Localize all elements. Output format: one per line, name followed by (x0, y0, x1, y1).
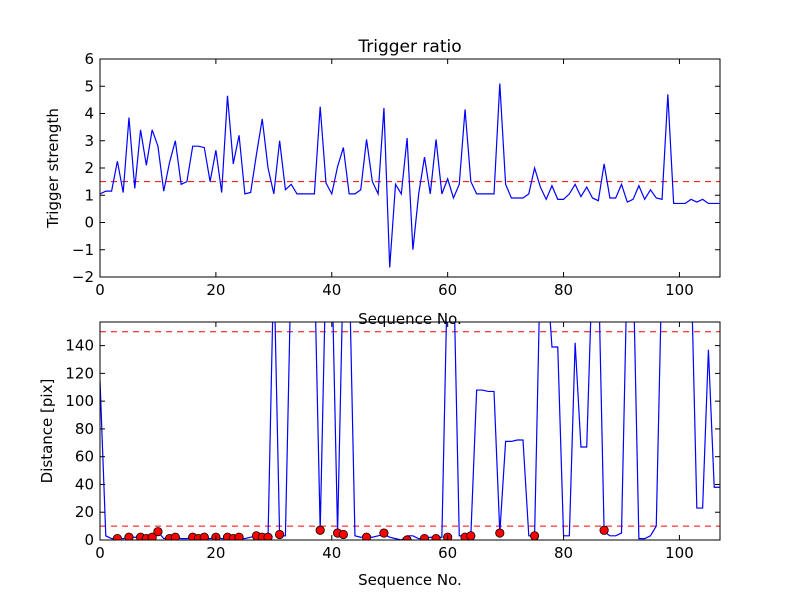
data-marker (124, 532, 134, 540)
y-tick-label: −2 (72, 268, 94, 286)
x-tick-label: 20 (206, 281, 225, 299)
x-tick-label: 0 (95, 281, 105, 299)
y-tick-label: 1 (84, 186, 94, 204)
trigger-ratio-chart: Trigger ratio 0 20 40 60 80 100 −2 −1 0 1 2 3 4 5 6 Se… (44, 37, 721, 328)
data-marker (361, 532, 372, 540)
data-marker (379, 528, 389, 538)
y-axis-label: Trigger strength (44, 108, 62, 229)
series-line (99, 83, 720, 268)
y-axis-label: Distance [pix] (38, 379, 56, 484)
x-tick-label: 20 (206, 544, 225, 562)
x-tick-label: 40 (322, 281, 341, 299)
x-tick-label: 100 (665, 281, 694, 299)
data-marker (112, 534, 122, 540)
x-axis-label: Sequence No. (358, 571, 462, 589)
data-marker (147, 532, 157, 540)
y-tick-label: 120 (65, 364, 94, 382)
y-tick-label: 5 (84, 77, 94, 95)
data-marker (419, 534, 430, 540)
x-tick-label: 40 (322, 544, 341, 562)
y-tick-label: 140 (65, 337, 94, 355)
x-tick-label: 80 (554, 281, 573, 299)
data-marker (234, 532, 244, 540)
x-tick-label: 0 (95, 544, 105, 562)
x-tick-label: 100 (665, 544, 694, 562)
data-marker (153, 527, 163, 537)
x-tick-label: 80 (554, 544, 573, 562)
x-tick-label: 60 (438, 281, 457, 299)
chart-title: Trigger ratio (357, 37, 461, 57)
data-marker (338, 529, 348, 540)
y-tick-label: 40 (75, 475, 94, 493)
data-marker (495, 528, 505, 538)
y-tick-label: 80 (75, 420, 94, 438)
y-tick-label: 0 (84, 531, 94, 549)
data-marker (275, 529, 285, 540)
y-tick-label: 0 (84, 214, 94, 232)
y-tick-label: 60 (75, 448, 94, 466)
data-marker (199, 532, 209, 540)
x-axis-label: Sequence No. (358, 310, 462, 328)
y-tick-label: −1 (72, 241, 94, 259)
x-tick-label: 60 (438, 544, 457, 562)
y-tick-label: 2 (84, 159, 94, 177)
y-tick-label: 4 (84, 105, 94, 123)
y-tick-label: 3 (84, 132, 94, 150)
data-marker (263, 532, 273, 540)
data-marker (315, 525, 325, 535)
data-marker (529, 531, 540, 540)
distance-chart: 0 20 40 60 80 100 0 20 40 60 80 100 120 140 Sequence … (38, 321, 721, 589)
plot-frame (99, 321, 721, 541)
y-tick-label: 20 (75, 503, 94, 521)
data-marker (431, 534, 441, 540)
y-tick-label: 6 (84, 50, 94, 68)
data-marker (599, 525, 609, 535)
y-tick-label: 100 (65, 392, 94, 410)
data-marker (466, 531, 476, 540)
data-marker (170, 532, 180, 540)
